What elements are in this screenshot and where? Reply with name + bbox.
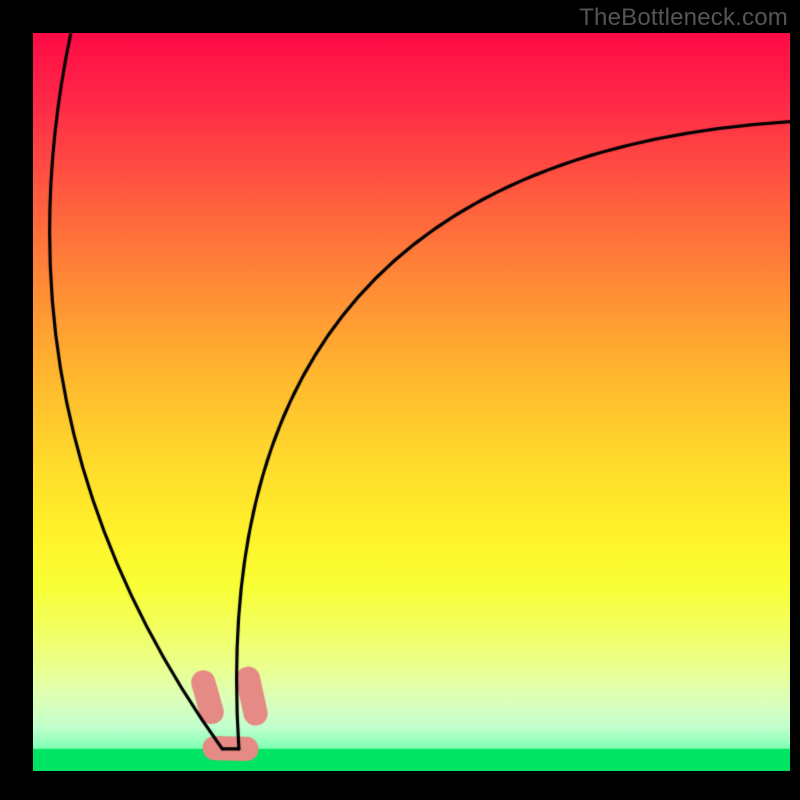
plot-area [33,33,790,771]
heat-gradient-background [33,33,790,771]
watermark-label: TheBottleneck.com [579,4,788,32]
figure-root: TheBottleneck.com [0,0,800,800]
